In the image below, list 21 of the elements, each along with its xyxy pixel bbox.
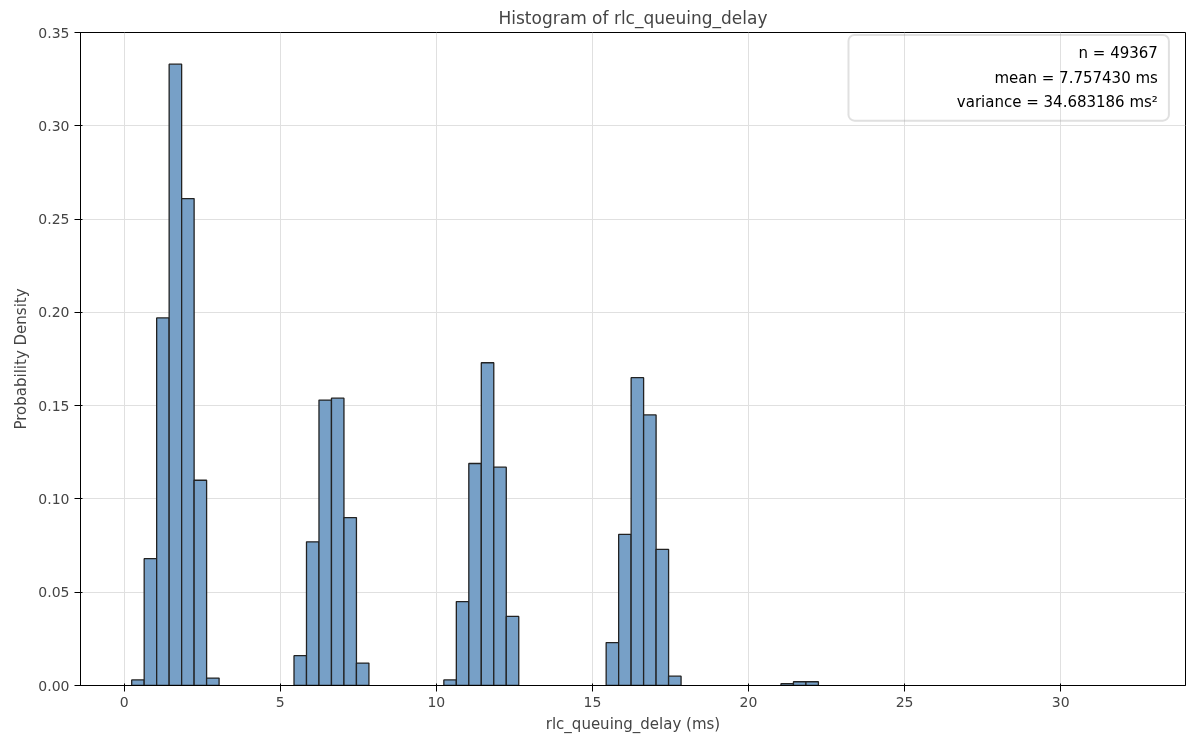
y-tick-label: 0.35 — [38, 24, 70, 41]
x-tick-label: 5 — [275, 693, 285, 710]
y-tick-label: 0.25 — [38, 211, 70, 228]
x-axis-title: rlc_queuing_delay (ms) — [545, 714, 721, 734]
x-tick-label: 20 — [739, 693, 758, 710]
chart-title: Histogram of rlc_queuing_delay — [498, 7, 768, 29]
y-tick-label: 0.15 — [38, 397, 70, 414]
annotation: mean = 7.757430 ms — [994, 68, 1159, 87]
y-tick-label: 0.00 — [38, 677, 70, 694]
y-tick-label: 0.20 — [38, 304, 70, 321]
y-tick-label: 0.10 — [38, 490, 70, 507]
x-tick-label: 15 — [583, 693, 602, 710]
y-tick-label: 0.30 — [38, 117, 70, 134]
y-axis-title: Probability Density — [12, 288, 31, 430]
x-tick-label: 0 — [119, 693, 129, 710]
x-tick-label: 25 — [895, 693, 914, 710]
annotation: variance = 34.683186 ms² — [956, 93, 1158, 112]
y-tick-label: 0.05 — [38, 584, 70, 601]
x-tick-label: 10 — [427, 693, 446, 710]
x-tick-label: 30 — [1051, 693, 1070, 710]
annotation: n = 49367 — [1078, 44, 1158, 63]
